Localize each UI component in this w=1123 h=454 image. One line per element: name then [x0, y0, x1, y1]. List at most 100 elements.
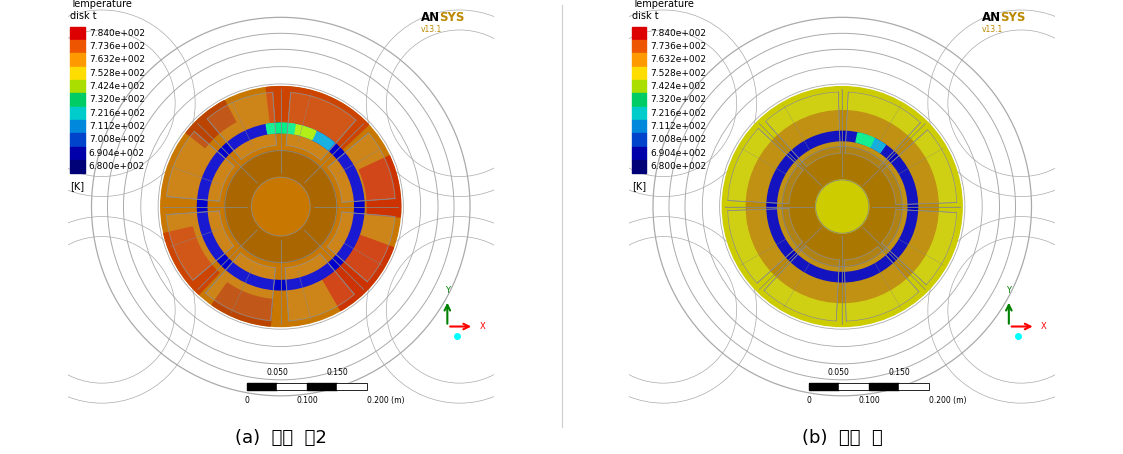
- Bar: [70, 133, 85, 147]
- Wedge shape: [164, 227, 219, 294]
- Circle shape: [225, 151, 337, 262]
- Text: X: X: [480, 322, 485, 331]
- Text: 0.050: 0.050: [266, 368, 289, 377]
- Text: 7.632e+002: 7.632e+002: [650, 55, 706, 64]
- Bar: [839, 383, 869, 390]
- Text: Temperature: Temperature: [631, 0, 694, 10]
- Text: SYS: SYS: [1001, 10, 1025, 24]
- Text: 7.320e+002: 7.320e+002: [650, 95, 706, 104]
- Text: 0.100: 0.100: [858, 396, 879, 405]
- Bar: [631, 107, 647, 120]
- Text: 6.800e+002: 6.800e+002: [650, 162, 706, 171]
- Polygon shape: [844, 246, 919, 321]
- Polygon shape: [766, 92, 840, 167]
- Polygon shape: [882, 209, 957, 285]
- Text: 7.840e+002: 7.840e+002: [650, 29, 706, 38]
- Text: 7.528e+002: 7.528e+002: [650, 69, 706, 78]
- Text: disk t: disk t: [70, 11, 97, 21]
- Polygon shape: [207, 92, 276, 160]
- Polygon shape: [764, 246, 840, 321]
- Polygon shape: [286, 93, 356, 160]
- Text: 7.840e+002: 7.840e+002: [89, 29, 145, 38]
- Text: 7.424e+002: 7.424e+002: [650, 82, 706, 91]
- Bar: [247, 383, 367, 390]
- Wedge shape: [266, 87, 368, 152]
- Text: 0: 0: [806, 396, 812, 405]
- Text: 7.216e+002: 7.216e+002: [650, 109, 706, 118]
- Text: 7.112e+002: 7.112e+002: [650, 122, 706, 131]
- Bar: [631, 120, 647, 133]
- Bar: [70, 40, 85, 53]
- Wedge shape: [359, 156, 401, 217]
- Circle shape: [161, 87, 401, 326]
- Wedge shape: [266, 123, 295, 134]
- Polygon shape: [844, 92, 921, 168]
- Text: v13.1: v13.1: [983, 25, 1004, 35]
- Wedge shape: [266, 123, 335, 150]
- Bar: [70, 93, 85, 107]
- Bar: [631, 147, 647, 160]
- Circle shape: [783, 147, 902, 266]
- Polygon shape: [728, 128, 803, 204]
- Bar: [809, 383, 839, 390]
- Bar: [898, 383, 929, 390]
- Text: 0.200 (m): 0.200 (m): [929, 396, 967, 405]
- Text: Temperature: Temperature: [70, 0, 133, 10]
- Polygon shape: [166, 211, 234, 280]
- Text: disk t: disk t: [631, 11, 658, 21]
- Bar: [247, 383, 277, 390]
- Text: AN: AN: [983, 10, 1002, 24]
- Text: 7.008e+002: 7.008e+002: [89, 135, 145, 144]
- Text: 7.320e+002: 7.320e+002: [89, 95, 145, 104]
- Text: 6.904e+002: 6.904e+002: [89, 149, 145, 158]
- Text: 0: 0: [245, 396, 250, 405]
- Bar: [809, 383, 929, 390]
- Wedge shape: [186, 101, 236, 148]
- Text: (b)  개발  휠: (b) 개발 휠: [802, 429, 883, 447]
- Text: X: X: [1041, 322, 1047, 331]
- Text: AN: AN: [421, 10, 440, 24]
- Polygon shape: [206, 253, 275, 321]
- Bar: [70, 67, 85, 80]
- Text: 0.100: 0.100: [296, 396, 318, 405]
- Text: 0.050: 0.050: [828, 368, 850, 377]
- Bar: [631, 67, 647, 80]
- Text: 6.904e+002: 6.904e+002: [650, 149, 706, 158]
- Wedge shape: [767, 131, 917, 282]
- Text: SYS: SYS: [439, 10, 464, 24]
- Wedge shape: [321, 234, 393, 311]
- Bar: [70, 120, 85, 133]
- Text: 7.112e+002: 7.112e+002: [89, 122, 145, 131]
- Text: [K]: [K]: [70, 181, 84, 191]
- Bar: [70, 160, 85, 173]
- Bar: [631, 160, 647, 173]
- Bar: [631, 80, 647, 93]
- Text: 7.424e+002: 7.424e+002: [89, 82, 145, 91]
- Text: 6.800e+002: 6.800e+002: [89, 162, 145, 171]
- Circle shape: [252, 177, 310, 236]
- Text: 0.150: 0.150: [888, 368, 910, 377]
- Bar: [631, 40, 647, 53]
- Bar: [631, 93, 647, 107]
- Bar: [70, 107, 85, 120]
- Bar: [70, 27, 85, 40]
- Text: (a)  기본  휠2: (a) 기본 휠2: [235, 429, 327, 447]
- Wedge shape: [856, 133, 874, 147]
- Text: [K]: [K]: [631, 181, 646, 191]
- Wedge shape: [859, 134, 885, 153]
- Polygon shape: [166, 131, 235, 201]
- Wedge shape: [198, 123, 364, 290]
- Polygon shape: [328, 133, 395, 202]
- Bar: [70, 80, 85, 93]
- Bar: [308, 383, 337, 390]
- Text: Y: Y: [1006, 286, 1012, 295]
- Text: 7.216e+002: 7.216e+002: [89, 109, 145, 118]
- Text: 7.736e+002: 7.736e+002: [650, 42, 706, 51]
- Bar: [70, 147, 85, 160]
- Circle shape: [815, 180, 869, 233]
- Text: 7.008e+002: 7.008e+002: [650, 135, 706, 144]
- Wedge shape: [281, 123, 316, 139]
- Bar: [869, 383, 898, 390]
- Polygon shape: [327, 212, 395, 282]
- Circle shape: [722, 87, 962, 326]
